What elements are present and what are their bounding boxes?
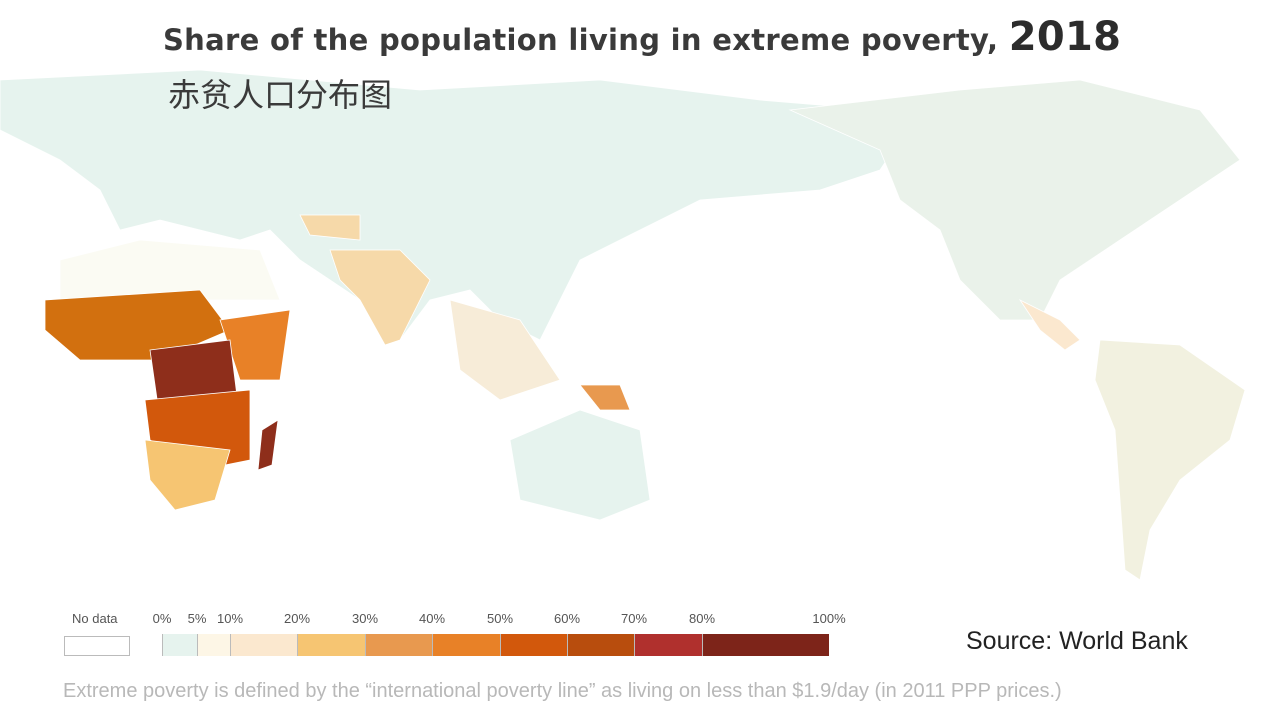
- region-madagascar: [257, 419, 279, 471]
- legend-bin-60-70: [567, 634, 634, 656]
- legend-tick-label: 60%: [553, 611, 581, 626]
- legend-no-data-swatch: [64, 636, 130, 656]
- legend-bin-0-5: [162, 634, 197, 656]
- legend-tick-label: 80%: [688, 611, 716, 626]
- legend-bin-20-30: [297, 634, 365, 656]
- world-map: [0, 69, 1246, 581]
- region-southeast-asia: [449, 299, 561, 401]
- region-central-asia: [299, 214, 361, 241]
- region-north-africa: [59, 239, 281, 301]
- legend-bin-5-10: [197, 634, 230, 656]
- footnote: Extreme poverty is defined by the “inter…: [63, 680, 1062, 702]
- region-southern-africa: [144, 439, 231, 511]
- region-north-america: [788, 79, 1241, 321]
- legend-tick-label: 0%: [152, 611, 172, 626]
- legend-tick-label: 50%: [486, 611, 514, 626]
- region-papua: [579, 384, 631, 411]
- legend-bin-50-60: [500, 634, 567, 656]
- legend-no-data-label: No data: [72, 611, 118, 626]
- legend-tick-label: 5%: [187, 611, 207, 626]
- legend-bin-40-50: [432, 634, 500, 656]
- source-label: Source: World Bank: [966, 627, 1188, 655]
- legend-color-bar: [162, 634, 829, 656]
- legend-tick-label: 20%: [283, 611, 311, 626]
- legend-tick-label: 30%: [351, 611, 379, 626]
- region-south-america: [1094, 339, 1246, 581]
- legend-tick-label: 70%: [620, 611, 648, 626]
- region-south-asia: [329, 249, 431, 346]
- legend-bin-10-20: [230, 634, 297, 656]
- title-text: Share of the population living in extrem…: [163, 23, 999, 57]
- legend-bin-80-100: [702, 634, 829, 656]
- region-australia: [509, 409, 651, 521]
- legend-tick-label: 40%: [418, 611, 446, 626]
- title-year: 2018: [1008, 14, 1122, 60]
- legend-bin-30-40: [365, 634, 432, 656]
- region-east-africa: [219, 309, 291, 381]
- legend-tick-label: 10%: [216, 611, 244, 626]
- map-title: Share of the population living in extrem…: [163, 14, 1121, 60]
- legend-tick-label: 100%: [812, 611, 846, 626]
- legend-bin-70-80: [634, 634, 702, 656]
- region-central-america: [1018, 298, 1081, 351]
- map-subtitle: 赤贫人口分布图: [168, 77, 393, 113]
